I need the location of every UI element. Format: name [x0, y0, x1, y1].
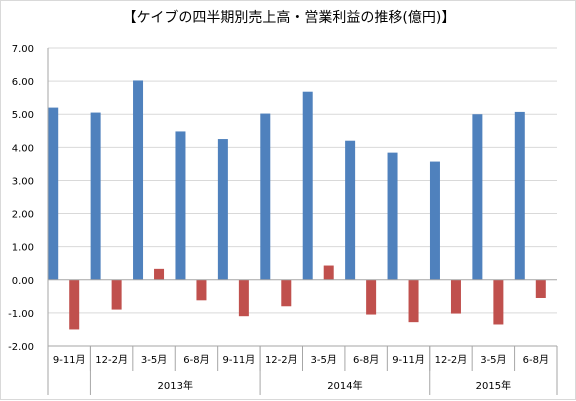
bar-operating-profit: [493, 279, 504, 325]
bar-operating-profit: [196, 279, 207, 301]
y-tick-label: 6.00: [12, 77, 34, 88]
bar-operating-profit: [238, 279, 249, 317]
year-group-label: 2014年: [327, 379, 362, 392]
x-tick-label: 12-2月: [435, 354, 468, 366]
x-axis: 9-11月 12-2月 3-5月 6-8月 9-11月 12-2月 3-5月 6-8月 9-11…: [47, 48, 558, 395]
y-tick-label: 3.00: [12, 176, 34, 187]
x-tick-label: 12-2月: [95, 354, 128, 366]
bar-operating-profit: [450, 279, 461, 314]
x-tick-label: 3-5月: [311, 354, 337, 366]
x-tick-label: 12-2月: [265, 354, 298, 366]
bar-sales: [48, 107, 59, 280]
x-tick-label: 3-5月: [480, 354, 506, 366]
bar-sales: [90, 112, 101, 280]
bar-sales: [472, 114, 483, 280]
bar-sales: [387, 152, 398, 280]
bar-operating-profit: [535, 279, 546, 298]
bar-operating-profit: [69, 279, 80, 330]
x-tick-label: 3-5月: [141, 354, 167, 366]
bar-operating-profit: [154, 268, 165, 280]
x-tick-label: 6-8月: [523, 354, 549, 366]
y-tick-label: -1.00: [8, 309, 34, 320]
bars: [48, 80, 546, 330]
bar-operating-profit: [111, 279, 122, 310]
y-tick-label: 5.00: [12, 110, 34, 121]
bar-operating-profit: [366, 279, 377, 315]
bar-operating-profit: [408, 279, 419, 323]
x-tick-label: 9-11月: [53, 354, 86, 366]
year-group-label: 2015年: [476, 379, 511, 392]
bar-sales: [217, 139, 228, 280]
y-tick-label: 7.00: [12, 44, 34, 55]
chart-title: 【ケイブの四半期別売上高・営業利益の推移(億円)】: [123, 9, 456, 26]
x-tick-label: 9-11月: [392, 354, 425, 366]
y-tick-label: -2.00: [8, 342, 34, 353]
y-tick-label: 2.00: [12, 210, 34, 221]
bar-sales: [175, 131, 186, 280]
y-tick-label: 1.00: [12, 243, 34, 254]
y-tick-label: 4.00: [12, 143, 34, 154]
bar-sales: [260, 113, 271, 280]
bar-sales: [302, 91, 313, 280]
bar-sales: [429, 161, 440, 280]
bar-operating-profit: [323, 265, 334, 280]
y-axis-tick-labels: 7.00 6.00 5.00 4.00 3.00 2.00 1.00 0.00 -1.00 -2.…: [8, 44, 34, 353]
bar-operating-profit: [281, 279, 292, 307]
x-tick-label: 6-8月: [353, 354, 379, 366]
bar-sales: [514, 111, 525, 280]
x-tick-label: 9-11月: [223, 354, 256, 366]
y-tick-label: 0.00: [12, 276, 34, 287]
x-tick-label: 6-8月: [183, 354, 209, 366]
bar-sales: [133, 80, 144, 280]
year-group-label: 2013年: [158, 379, 193, 392]
bar-sales: [345, 140, 356, 280]
